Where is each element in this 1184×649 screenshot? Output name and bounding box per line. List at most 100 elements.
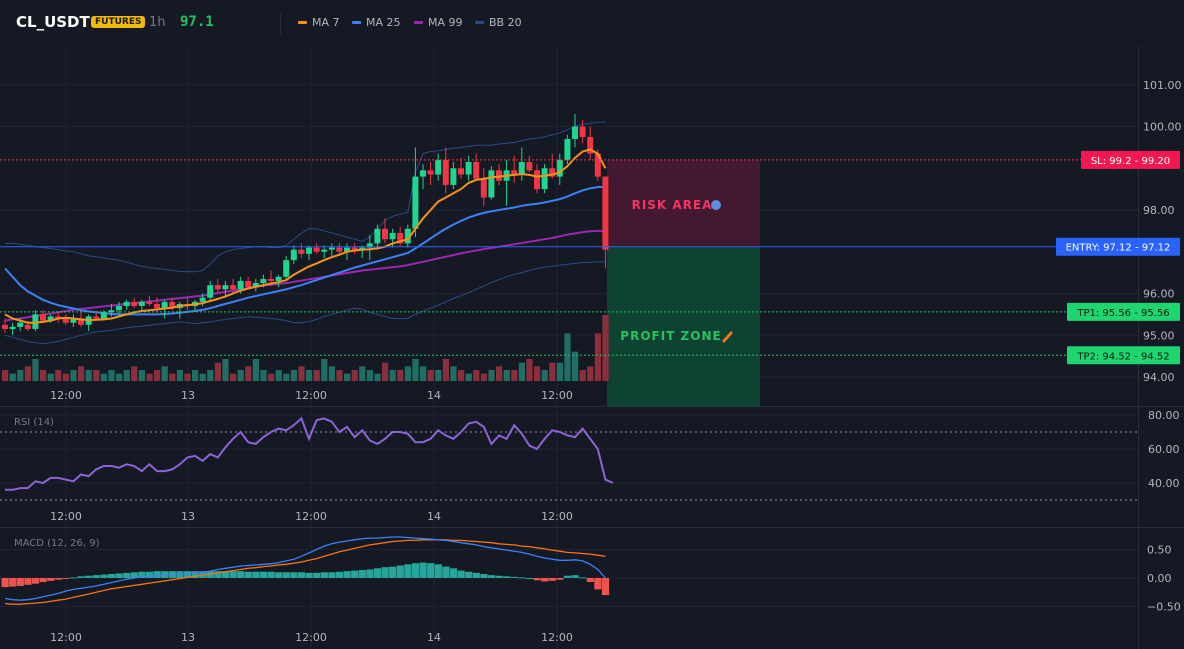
price-tick-label: 98.00	[1143, 204, 1175, 217]
candle-body	[594, 153, 601, 177]
volume-bar	[70, 370, 77, 381]
candle-body	[344, 247, 350, 252]
volume-bar	[382, 362, 389, 381]
volume-bar	[579, 370, 586, 381]
tp1-tag	[1067, 302, 1180, 321]
sl-tag	[1081, 150, 1180, 169]
volume-bar	[344, 373, 351, 381]
candle-body	[420, 170, 426, 177]
volume-bar	[40, 370, 47, 381]
volume-bar	[336, 370, 343, 381]
time-tick-label: 12:00	[50, 389, 82, 402]
time-tick-label: 12:00	[541, 389, 573, 402]
macd-hist-bar	[290, 572, 298, 578]
volume-bar	[47, 373, 54, 381]
candle-body	[207, 285, 214, 298]
macd-signal-line	[4, 539, 606, 605]
legend-bb20-label: BB 20	[489, 16, 522, 29]
candle-body	[511, 170, 518, 175]
candle-body	[283, 260, 290, 277]
time-tick-label: 12:00	[50, 631, 82, 644]
macd-hist-bar	[237, 571, 245, 578]
volume-bar	[458, 370, 465, 381]
macd-hist-bar	[419, 562, 427, 578]
candle-body	[222, 285, 229, 290]
macd-hist-bar	[594, 578, 602, 590]
volume-bar	[176, 370, 183, 381]
volume-bar	[283, 373, 290, 381]
macd-hist-bar	[586, 578, 594, 582]
candle-body	[108, 310, 115, 313]
candle-body	[458, 168, 464, 175]
candle-body	[78, 318, 84, 325]
volume-bar	[435, 370, 442, 381]
volume-bar	[123, 370, 130, 381]
legend-ma7-label: MA 7	[312, 16, 340, 29]
macd-hist-bar	[214, 571, 222, 578]
macd-hist-bar	[525, 578, 534, 579]
rsi-title: RSI (14)	[14, 417, 54, 428]
header-divider	[280, 14, 281, 34]
volume-bar	[420, 366, 427, 381]
candle-body	[24, 324, 31, 329]
macd-title: MACD (12, 26, 9)	[14, 538, 100, 549]
price-tick-label: 101.00	[1143, 79, 1182, 92]
candle-body	[328, 247, 335, 250]
legend-ma25[interactable]: MA 25	[352, 16, 401, 29]
macd-hist-bar	[282, 572, 290, 578]
candle-body	[321, 249, 328, 252]
macd-hist-bar	[252, 571, 260, 578]
volume-bar	[488, 370, 495, 381]
candle-body	[366, 243, 373, 248]
candle-body	[245, 280, 252, 288]
volume-bar	[465, 373, 472, 381]
volume-bar	[108, 370, 115, 381]
macd-hist-bar	[92, 575, 100, 578]
candle-body	[298, 249, 305, 254]
volume-bar	[260, 370, 267, 381]
volume-bar	[397, 370, 404, 381]
macd-hist-bar	[411, 563, 420, 578]
volume-bar	[473, 370, 480, 381]
volume-bar	[24, 366, 31, 381]
candle-body	[260, 278, 267, 284]
macd-hist-bar	[16, 578, 24, 586]
symbol-name[interactable]: CL_USDT	[16, 13, 90, 31]
time-tick-label: 13	[181, 631, 195, 644]
volume-bar	[62, 373, 69, 381]
candle-body	[602, 176, 609, 250]
macd-hist-bar	[138, 571, 146, 578]
time-tick-label: 14	[427, 510, 441, 523]
volume-bar	[427, 370, 434, 381]
candle-body	[62, 318, 69, 323]
macd-hist-bar	[123, 572, 131, 578]
volume-bar	[184, 373, 191, 381]
sl-tag-text: SL: 99.2 - 99.20	[1091, 156, 1170, 167]
volume-bar	[154, 370, 161, 381]
volume-bar	[131, 366, 138, 381]
legend-ma99[interactable]: MA 99	[414, 16, 463, 29]
macd-hist-bar	[510, 576, 518, 578]
macd-hist-bar	[54, 578, 62, 580]
candle-body	[146, 301, 153, 304]
macd-hist-bar	[153, 571, 161, 578]
candle-body	[442, 159, 449, 185]
time-tick-label: 14	[427, 389, 441, 402]
legend-ma7[interactable]: MA 7	[298, 16, 340, 29]
candle-body	[488, 170, 495, 198]
legend-bb20[interactable]: BB 20	[475, 16, 522, 29]
volume-bar	[17, 370, 24, 381]
candle-body	[404, 228, 411, 244]
volume-bar	[161, 366, 168, 381]
rocket-icon	[722, 331, 733, 343]
macd-hist-bar	[571, 575, 579, 578]
volume-bar	[534, 366, 541, 381]
macd-hist-bar	[601, 578, 610, 596]
volume-bar	[549, 362, 556, 381]
volume-bar	[290, 370, 297, 381]
price-tick-label: 95.00	[1143, 329, 1175, 342]
interval-selector[interactable]: 1h	[149, 15, 166, 30]
macd-hist-bar	[191, 571, 199, 578]
entry-tag	[1056, 237, 1180, 256]
